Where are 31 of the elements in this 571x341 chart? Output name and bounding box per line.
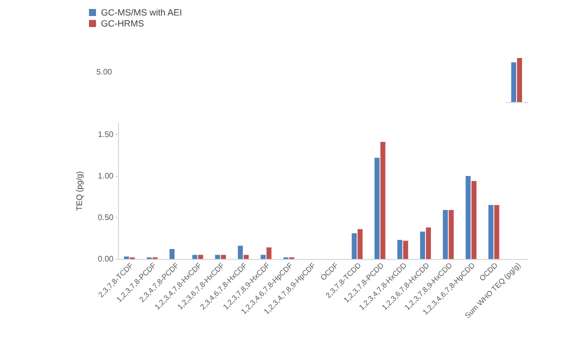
legend-label: GC-MS/MS with AEI (101, 8, 182, 18)
bar (471, 180, 476, 259)
bar (266, 247, 272, 259)
bar (244, 254, 249, 259)
text: 5.00 (96, 68, 113, 77)
y-axis-title: TEQ (pg/g) (74, 170, 84, 211)
bar (442, 210, 448, 259)
y-tick-label: 1.00 (98, 171, 114, 180)
bar (374, 158, 380, 259)
bar (358, 229, 363, 259)
bar (352, 233, 357, 259)
bar (238, 246, 243, 259)
bar (488, 205, 494, 259)
bar (403, 240, 408, 259)
bar (448, 210, 454, 259)
y-tick-label: 1.50 (98, 130, 114, 139)
bar (420, 232, 426, 259)
bar (215, 254, 220, 259)
bar (170, 249, 175, 259)
bar (397, 240, 402, 259)
y-tick-label: 0.50 (98, 212, 114, 222)
bar (380, 142, 386, 259)
bar (198, 254, 204, 259)
bar (220, 254, 226, 259)
bar (426, 227, 431, 259)
bar (494, 205, 500, 259)
bar (192, 254, 198, 259)
y-tick-label: 0.00 (98, 254, 114, 264)
legend-label: GC-HRMS (101, 18, 144, 28)
bar (466, 176, 471, 259)
bar (260, 254, 266, 259)
